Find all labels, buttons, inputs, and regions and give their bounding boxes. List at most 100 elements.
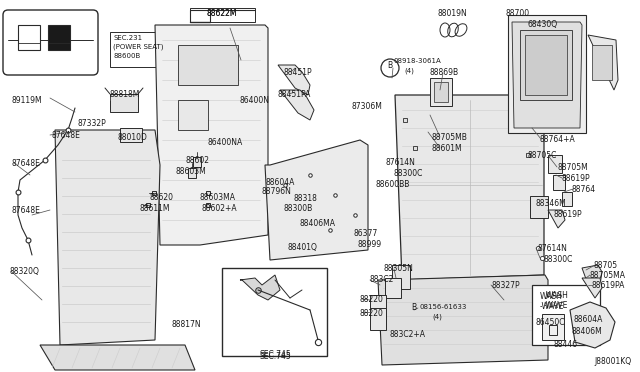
Text: B: B: [387, 61, 392, 70]
Text: 88620: 88620: [149, 193, 173, 202]
Text: 08918-3061A: 08918-3061A: [393, 58, 441, 64]
Text: 88818M: 88818M: [110, 90, 140, 99]
Bar: [562, 192, 572, 206]
Bar: [110, 32, 210, 67]
Text: 883C2: 883C2: [369, 275, 394, 284]
Text: 88700: 88700: [506, 9, 530, 18]
Text: 88705C: 88705C: [527, 151, 556, 160]
Bar: [508, 15, 586, 133]
Text: 883C2+A: 883C2+A: [390, 330, 426, 339]
Text: 88603M: 88603M: [176, 167, 207, 176]
Bar: [370, 308, 386, 330]
Text: 88600BB: 88600BB: [376, 180, 410, 189]
Text: SEC.231: SEC.231: [113, 35, 142, 41]
FancyBboxPatch shape: [3, 10, 98, 75]
Text: 88796N: 88796N: [262, 187, 292, 196]
Text: SEC.745: SEC.745: [259, 352, 291, 361]
Text: 89119M: 89119M: [11, 96, 42, 105]
Text: 88764+A: 88764+A: [539, 135, 575, 144]
Polygon shape: [395, 95, 544, 280]
Text: 88406M: 88406M: [571, 327, 602, 336]
Text: 88327P: 88327P: [491, 281, 520, 290]
Text: 87614N: 87614N: [386, 158, 416, 167]
Polygon shape: [40, 345, 195, 370]
Text: 88346M: 88346M: [535, 199, 566, 208]
Polygon shape: [378, 275, 548, 365]
Polygon shape: [512, 22, 582, 128]
Text: WASH: WASH: [540, 292, 563, 301]
Bar: [392, 265, 410, 289]
Polygon shape: [582, 265, 602, 290]
Text: SEC.745: SEC.745: [259, 350, 291, 359]
Polygon shape: [570, 302, 615, 348]
Bar: [178, 100, 208, 130]
Text: 88010D: 88010D: [118, 133, 148, 142]
Polygon shape: [278, 65, 310, 95]
Text: 87648E: 87648E: [11, 159, 40, 168]
Text: -WAVE: -WAVE: [540, 302, 564, 311]
Text: 88446: 88446: [553, 340, 577, 349]
Text: 86450C: 86450C: [535, 318, 564, 327]
Bar: [592, 45, 612, 80]
Text: 86377: 86377: [354, 229, 378, 238]
Text: 88305N: 88305N: [383, 264, 413, 273]
Text: 88019N: 88019N: [437, 9, 467, 18]
Bar: [222, 268, 327, 356]
Text: 88600B: 88600B: [113, 53, 140, 59]
Bar: [120, 128, 142, 142]
Bar: [525, 35, 567, 95]
Text: 88619P: 88619P: [561, 174, 589, 183]
Polygon shape: [240, 275, 280, 300]
Text: (4): (4): [432, 314, 442, 321]
Text: -WAVE: -WAVE: [544, 301, 568, 310]
Bar: [542, 314, 564, 340]
Polygon shape: [280, 90, 314, 120]
Bar: [549, 325, 557, 335]
Bar: [553, 175, 565, 190]
Text: 88622M: 88622M: [207, 9, 237, 18]
Bar: [434, 82, 448, 102]
Text: 87306M: 87306M: [352, 102, 383, 111]
Text: 88705M: 88705M: [557, 163, 588, 172]
Text: 88619P: 88619P: [554, 210, 582, 219]
Text: 88604A: 88604A: [265, 178, 294, 187]
Polygon shape: [588, 35, 618, 90]
Bar: [190, 8, 255, 22]
Text: 87648E: 87648E: [11, 206, 40, 215]
Bar: [430, 78, 452, 106]
Text: 88300C: 88300C: [543, 255, 572, 264]
Text: 87648E: 87648E: [52, 131, 81, 140]
Polygon shape: [155, 25, 268, 245]
Text: 87614N: 87614N: [538, 244, 568, 253]
Bar: [532, 285, 600, 345]
Polygon shape: [265, 140, 368, 260]
Text: 88602+A: 88602+A: [201, 204, 237, 213]
Text: 87332P: 87332P: [78, 119, 107, 128]
Text: 88320Q: 88320Q: [9, 267, 39, 276]
Bar: [385, 278, 401, 298]
Text: 86400N: 86400N: [240, 96, 270, 105]
Text: 88300C: 88300C: [394, 169, 424, 178]
Bar: [520, 30, 572, 100]
Text: 88603MA: 88603MA: [200, 193, 236, 202]
Text: 88999: 88999: [357, 240, 381, 249]
Text: 08156-61633: 08156-61633: [419, 304, 467, 310]
Text: 88619PA: 88619PA: [591, 281, 625, 290]
Polygon shape: [55, 130, 160, 345]
Text: J88001KQ: J88001KQ: [594, 357, 631, 366]
Polygon shape: [530, 196, 548, 218]
Text: 88705MB: 88705MB: [432, 133, 468, 142]
Text: 88622M: 88622M: [207, 9, 237, 18]
Bar: [110, 94, 138, 112]
Text: 88401Q: 88401Q: [287, 243, 317, 252]
Text: B: B: [412, 302, 417, 311]
Text: 88705: 88705: [594, 261, 618, 270]
Text: 68430Q: 68430Q: [527, 20, 557, 29]
Bar: [18, 25, 40, 50]
Text: 88318: 88318: [293, 194, 317, 203]
Bar: [548, 155, 562, 173]
Text: 88817N: 88817N: [172, 320, 202, 329]
Text: 88705MA: 88705MA: [589, 271, 625, 280]
Polygon shape: [548, 210, 565, 228]
Text: WASH: WASH: [546, 291, 569, 300]
